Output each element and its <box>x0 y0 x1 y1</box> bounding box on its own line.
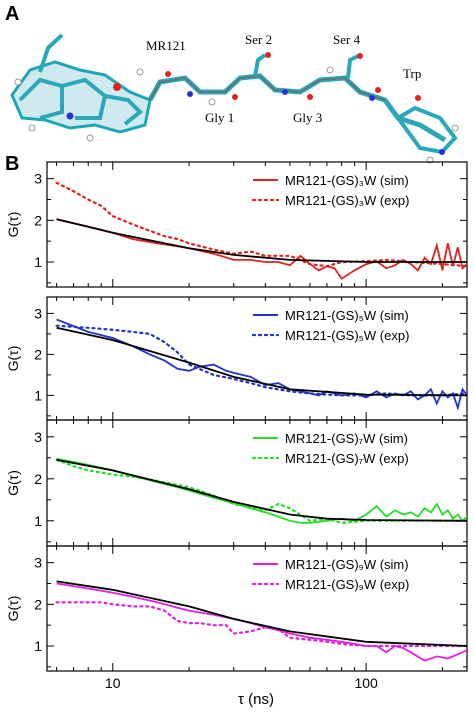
molecule-render <box>10 33 459 164</box>
legend-exp-label: MR121-(GS)₃W (exp) <box>285 193 409 208</box>
exp-series-line <box>55 181 469 268</box>
y-tick-label: 2 <box>34 596 42 612</box>
y-axis-label: G(τ) <box>5 470 21 496</box>
legend-exp-label: MR121-(GS)₅W (exp) <box>285 328 409 343</box>
plot-panel-2: 1 2 3 G(τ) MR121-(GS)₅W (sim) MR121-(GS)₅W (e… <box>5 296 469 421</box>
sim-series-line <box>56 218 468 280</box>
label-ser4: Ser 4 <box>333 32 361 47</box>
fit-curve-line <box>56 580 468 647</box>
label-ser2: Ser 2 <box>245 32 272 47</box>
sim-series-line <box>56 582 468 662</box>
plot-panel-1: 1 2 3 G(τ) MR121-(GS)₃W (sim) MR121-(GS)₃W (e… <box>5 161 469 288</box>
label-gly3: Gly 3 <box>293 110 322 125</box>
y-tick-label: 3 <box>34 171 42 187</box>
y-tick-label: 1 <box>34 638 42 654</box>
y-tick-label: 2 <box>34 346 42 362</box>
panel-b: B 1 2 3 G(τ) MR121-(GS)₃W (sim) MR121-(GS)₃W … <box>5 153 469 708</box>
legend-exp-label: MR121-(GS)₇W (exp) <box>285 451 409 466</box>
plot-panel-3: 1 2 3 G(τ) MR121-(GS)₇W (sim) MR121-(GS)₇W (e… <box>5 419 469 547</box>
molecule-oxygen-atoms <box>113 52 421 101</box>
panel-a: A MR121 Ser 2 Ser 4 <box>5 3 459 164</box>
exp-series-line <box>55 601 469 648</box>
label-mr121: MR121 <box>146 38 186 53</box>
fit-curve-line <box>56 326 468 397</box>
panel-frame <box>46 545 468 672</box>
x-axis-label: τ (ns) <box>238 691 274 708</box>
molecule-ring-bonds <box>18 77 143 126</box>
label-gly1: Gly 1 <box>205 110 234 125</box>
legend-sim-label: MR121-(GS)₃W (sim) <box>285 173 409 188</box>
y-tick-label: 2 <box>34 471 42 487</box>
panel-b-label: B <box>5 153 19 175</box>
y-axis-label: G(τ) <box>5 596 21 622</box>
y-tick-label: 2 <box>34 212 42 228</box>
molecule-side-chains <box>38 33 359 79</box>
y-tick-label: 3 <box>34 305 42 321</box>
y-tick-label: 1 <box>34 513 42 529</box>
panel-frame <box>46 161 468 288</box>
y-axis-label: G(τ) <box>5 212 21 238</box>
fit-curve-line <box>56 218 467 263</box>
sim-series-line <box>56 457 468 524</box>
molecule-trp-ring <box>395 105 458 155</box>
y-tick-label: 1 <box>34 387 42 403</box>
molecule-nitrogen-atoms <box>66 89 445 155</box>
legend-sim-label: MR121-(GS)₉W (sim) <box>285 557 409 572</box>
x-tick-label: 100 <box>354 675 378 691</box>
sim-series-line <box>56 318 468 411</box>
legend-exp-label: MR121-(GS)₉W (exp) <box>285 577 409 592</box>
y-tick-label: 1 <box>34 254 42 270</box>
fit-curve-line <box>56 459 468 522</box>
plot-panel-4: 1 2 3 G(τ) MR121-(GS)₉W (sim) MR121-(GS)₉W (e… <box>5 545 469 672</box>
y-axis-label: G(τ) <box>5 346 21 372</box>
plot-area: 1 2 3 G(τ) MR121-(GS)₃W (sim) MR121-(GS)₃W (e… <box>5 161 469 691</box>
molecule-chain-shadow <box>149 75 386 101</box>
panel-a-label: A <box>5 3 19 25</box>
legend-sim-label: MR121-(GS)₇W (sim) <box>285 431 408 446</box>
y-tick-label: 3 <box>34 555 42 571</box>
y-tick-label: 3 <box>34 429 42 445</box>
legend-sim-label: MR121-(GS)₅W (sim) <box>285 308 409 323</box>
molecule-chain <box>147 73 447 143</box>
label-trp: Trp <box>403 66 421 81</box>
x-tick-label: 10 <box>105 675 121 691</box>
